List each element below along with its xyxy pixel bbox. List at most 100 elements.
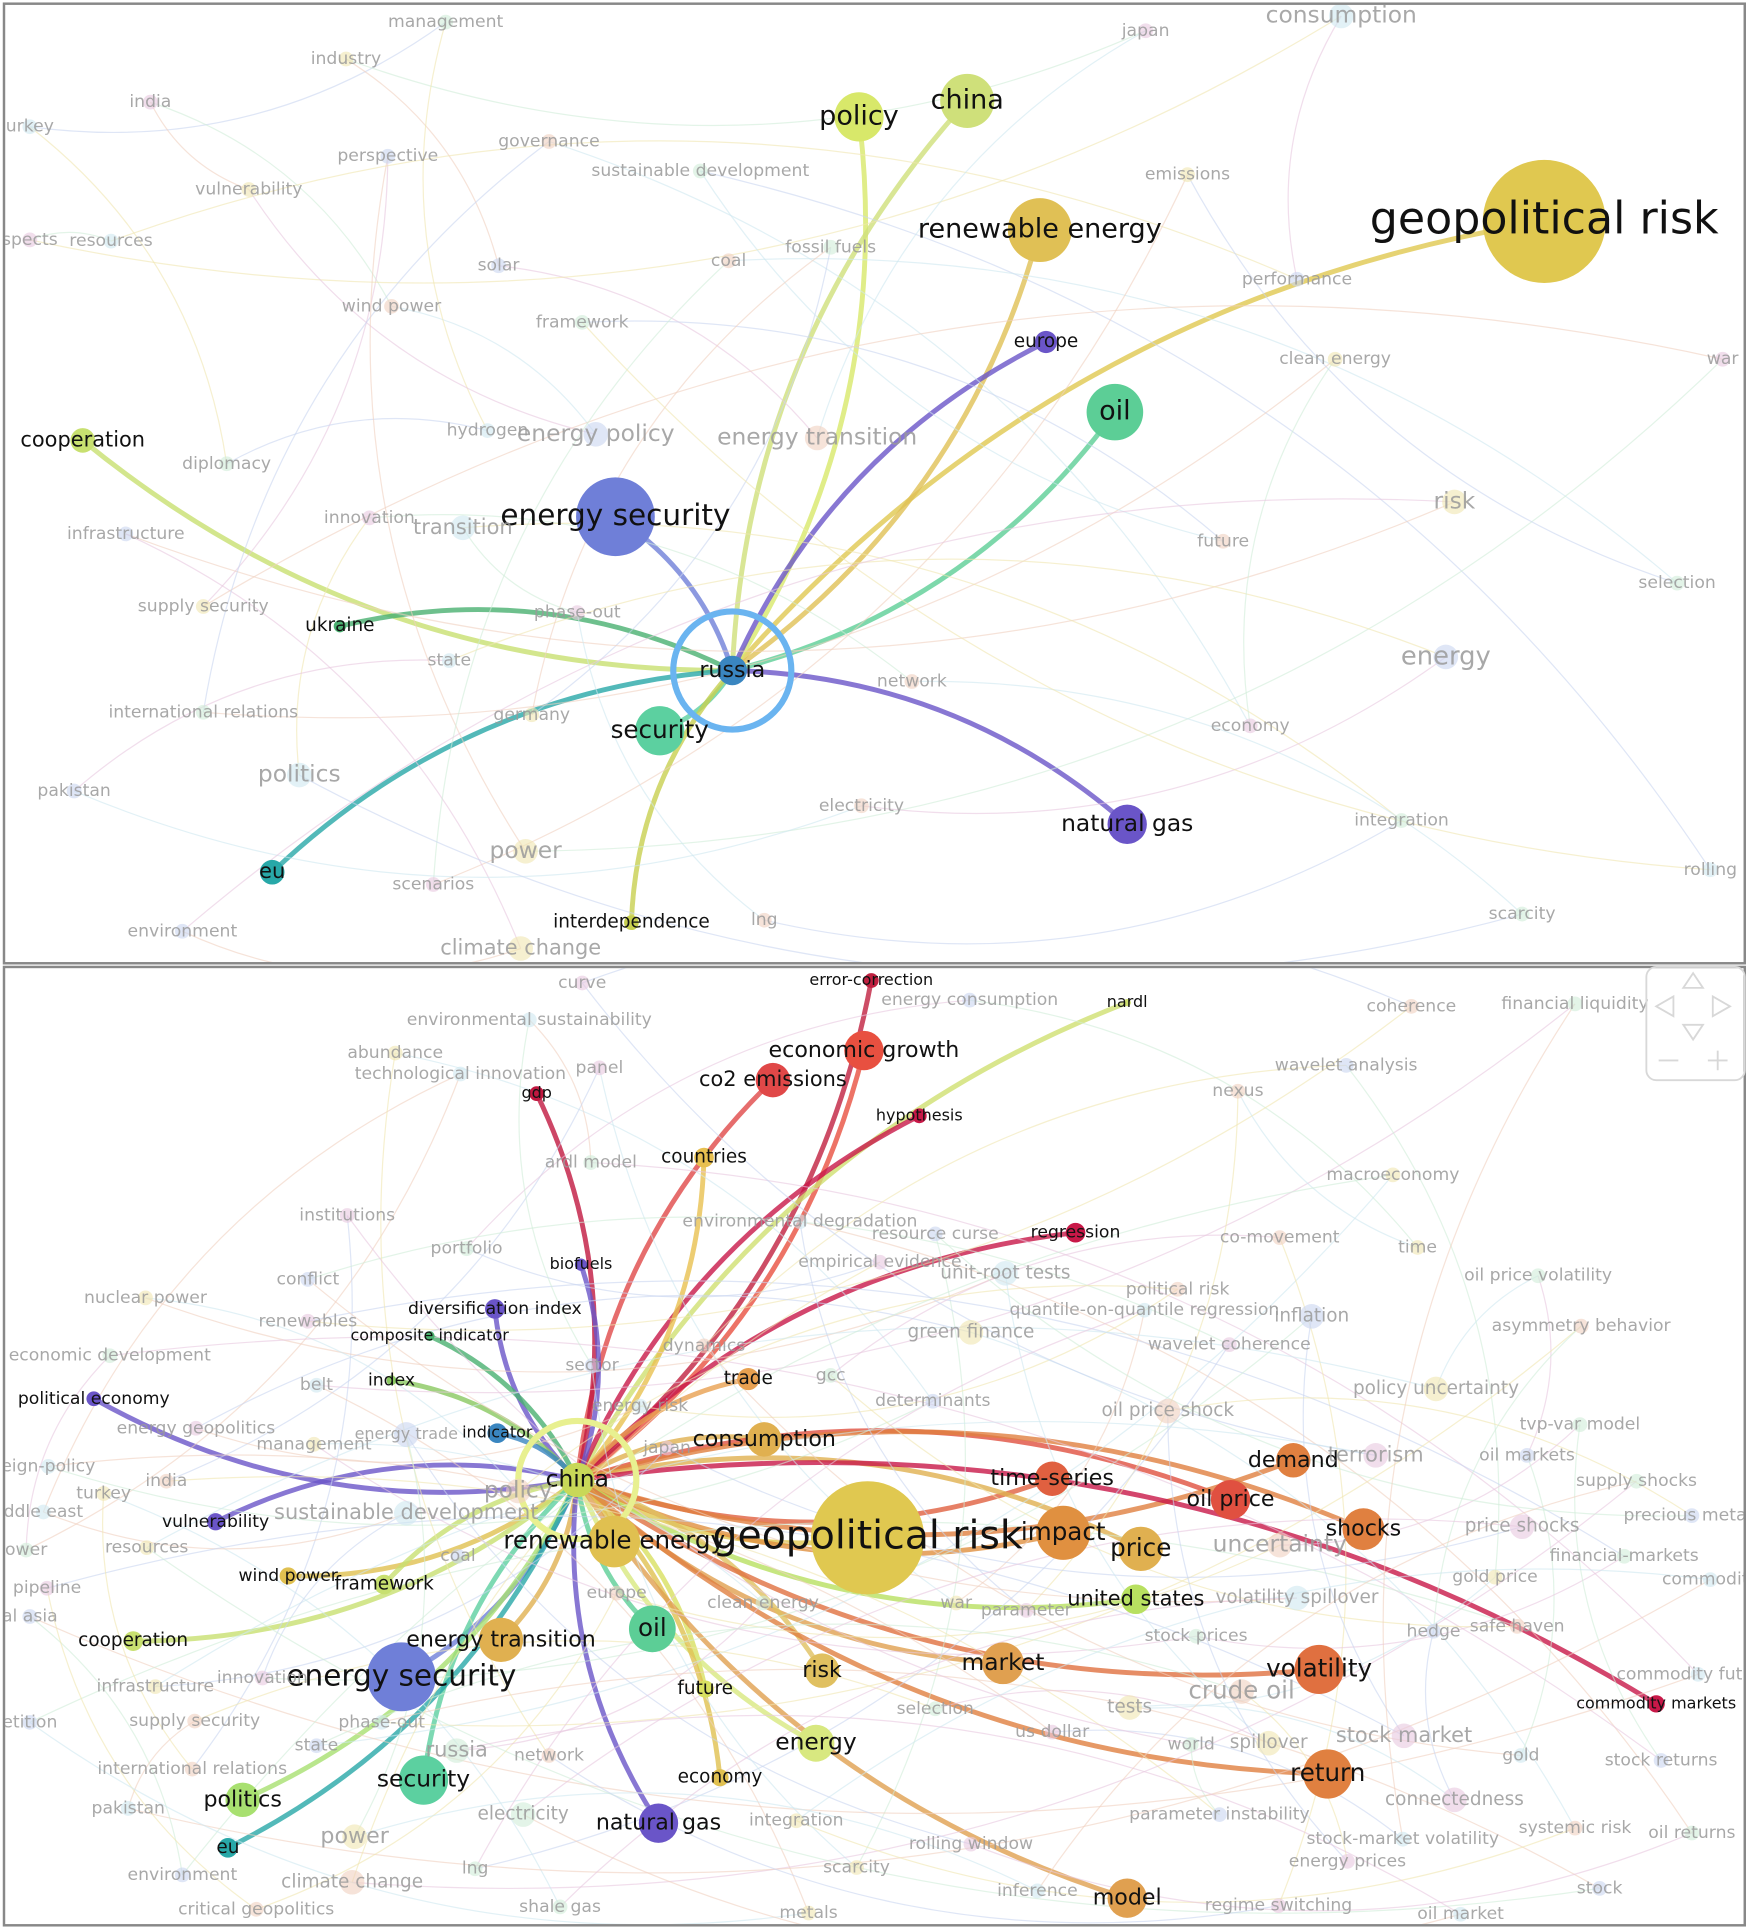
node-label: financial-markets: [1550, 1546, 1699, 1566]
node: [1513, 1748, 1529, 1763]
link: [369, 156, 527, 852]
node: [309, 1738, 324, 1754]
pan-down[interactable]: [1681, 1023, 1705, 1042]
node-label: dynamics: [663, 1336, 746, 1356]
node: [361, 510, 377, 526]
node: [1340, 1853, 1355, 1869]
node: [22, 1714, 38, 1730]
network-view-top[interactable]: geopolitical risk energy security russia po…: [2, 0, 1739, 976]
link: [149, 101, 250, 191]
node: [1328, 4, 1354, 29]
node-label: regression: [1031, 1223, 1121, 1243]
link: [799, 1221, 1693, 1834]
node: [459, 1241, 474, 1257]
node: [450, 1548, 466, 1564]
node: [1299, 1304, 1325, 1329]
link: [703, 1345, 1521, 1757]
link: [575, 1157, 707, 1482]
node: [510, 1802, 536, 1827]
node-label: management: [256, 1434, 372, 1454]
node: [508, 936, 533, 961]
node: [638, 1803, 679, 1843]
link: [29, 21, 447, 134]
node-label: wind power: [238, 1566, 338, 1586]
link: [1167, 1411, 1348, 1862]
node-label: security: [377, 1765, 470, 1793]
node-label: europe: [587, 1583, 647, 1603]
pan-up[interactable]: [1681, 971, 1705, 989]
node-label: portfolio: [431, 1239, 503, 1259]
node: [1487, 1569, 1503, 1585]
node-label: volatility spillover: [1215, 1587, 1378, 1608]
node: [188, 1420, 204, 1436]
node-label: network: [514, 1746, 584, 1766]
node-label: power: [320, 1823, 389, 1849]
node: [584, 1358, 600, 1373]
node: [1215, 533, 1231, 549]
node-label: wavelet coherence: [1148, 1335, 1311, 1355]
link: [261, 1512, 407, 1679]
node: [1530, 1268, 1546, 1284]
node: [342, 1824, 367, 1850]
node: [834, 92, 884, 142]
node-label: political economy: [18, 1389, 170, 1409]
node: [1256, 1730, 1281, 1756]
node: [1669, 575, 1685, 591]
link: [666, 1447, 1523, 1578]
node-label: coal: [711, 251, 746, 271]
node: [1514, 906, 1530, 922]
panel-border: [2, 2, 1747, 965]
node-label: sector: [565, 1356, 619, 1376]
node-label: oil markets: [1479, 1445, 1575, 1465]
node: [1271, 1898, 1286, 1914]
edges: [81, 99, 1545, 923]
node-label: integration: [1354, 811, 1449, 831]
pan-left[interactable]: [1654, 994, 1675, 1018]
node-label: interdependence: [553, 912, 710, 933]
node: [588, 1515, 641, 1568]
network-view-bottom[interactable]: china geopolitical risk energy security eco…: [1, 911, 1750, 1929]
node: [1188, 1628, 1204, 1644]
node-label: clean energy: [707, 1593, 819, 1613]
node: [206, 1513, 225, 1531]
node: [717, 655, 748, 686]
node: [1210, 1479, 1251, 1520]
node-label: inference: [997, 1881, 1078, 1901]
node-label: terrorism: [1328, 1442, 1424, 1466]
node-label: nardl: [1107, 992, 1148, 1011]
node: [904, 674, 920, 689]
node: [1170, 1281, 1186, 1297]
node-label: parameter instability: [1129, 1805, 1310, 1825]
node-label: world: [1167, 1734, 1214, 1754]
link: [548, 140, 1251, 727]
node-label: abundance: [347, 1043, 443, 1063]
node: [1121, 1584, 1151, 1615]
node-label: energy security: [286, 1658, 516, 1692]
navigation-control[interactable]: [1645, 966, 1746, 1082]
link: [456, 1602, 764, 1752]
link: [1195, 1555, 1625, 1649]
link: [405, 1434, 972, 1845]
link: [1279, 1424, 1581, 1546]
node-label: environmental sustainability: [407, 1010, 652, 1030]
pan-right[interactable]: [1711, 994, 1732, 1018]
node: [300, 1272, 316, 1287]
node: [863, 973, 879, 988]
node-label: renewables: [259, 1311, 358, 1331]
link: [730, 229, 1043, 673]
link: [522, 1814, 1461, 1925]
node: [143, 94, 158, 110]
node-label: price: [1110, 1533, 1171, 1562]
node-label: technological innovation: [355, 1064, 566, 1084]
node: [755, 1595, 771, 1611]
node: [1107, 804, 1147, 844]
node-label: wavelet analysis: [1275, 1055, 1418, 1075]
node-label: resources: [105, 1538, 188, 1558]
node: [788, 1813, 804, 1829]
zoom-in[interactable]: [1707, 1050, 1728, 1071]
node: [1684, 1825, 1700, 1841]
link: [307, 1005, 1412, 1331]
node-label: security: [611, 715, 709, 744]
node-label: energy consumption: [881, 990, 1058, 1010]
node: [797, 1724, 835, 1762]
